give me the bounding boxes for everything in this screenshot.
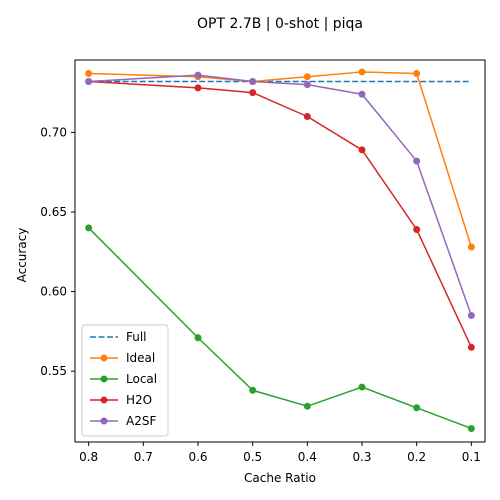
data-point-a2sf [249, 77, 257, 85]
data-point-local [467, 424, 475, 432]
data-point-ideal [467, 243, 475, 251]
data-point-local [358, 383, 366, 391]
x-tick-label: 0.4 [298, 450, 317, 464]
legend-label-ideal: Ideal [126, 351, 155, 365]
series-lines [85, 68, 475, 432]
x-tick-label: 0.1 [462, 450, 481, 464]
data-point-a2sf [467, 311, 475, 319]
data-point-local [249, 386, 257, 394]
legend-label-full: Full [126, 330, 147, 344]
axis-ticks: 0.8 0.7 0.6 0.5 0.4 0.3 0.2 0.1 0.55 0.60 0.65 0.70 [40, 125, 481, 464]
x-axis-label: Cache Ratio [244, 471, 316, 485]
data-point-local [194, 334, 202, 342]
data-point-h2o [467, 343, 475, 351]
legend-marker-ideal [100, 354, 108, 362]
legend: Full Ideal Local H2O A2SF [81, 324, 169, 437]
data-point-ideal [413, 70, 421, 78]
data-point-a2sf [303, 81, 311, 89]
data-point-ideal [303, 73, 311, 81]
data-point-local [413, 404, 421, 412]
data-point-a2sf [194, 71, 202, 79]
x-tick-label: 0.6 [188, 450, 207, 464]
data-point-h2o [413, 226, 421, 234]
legend-label-local: Local [126, 372, 157, 386]
data-point-local [303, 402, 311, 410]
data-point-local [85, 224, 93, 232]
y-tick-label: 0.65 [40, 205, 67, 219]
data-point-h2o [303, 113, 311, 121]
legend-label-a2sf: A2SF [126, 414, 156, 428]
legend-marker-h2o [100, 396, 108, 404]
legend-marker-a2sf [100, 417, 108, 425]
y-axis-label: Accuracy [15, 228, 29, 283]
x-tick-label: 0.8 [79, 450, 98, 464]
chart-title: OPT 2.7B | 0-shot | piqa [197, 16, 363, 32]
plot-area: 0.8 0.7 0.6 0.5 0.4 0.3 0.2 0.1 0.55 0.60 0.65 0.70 [40, 59, 486, 464]
legend-marker-local [100, 375, 108, 383]
legend-box [81, 324, 169, 437]
data-point-a2sf [413, 157, 421, 165]
x-tick-label: 0.2 [407, 450, 426, 464]
data-point-h2o [249, 89, 257, 97]
data-point-h2o [194, 84, 202, 92]
x-tick-label: 0.7 [134, 450, 153, 464]
plot-frame [74, 59, 486, 443]
data-point-ideal [85, 70, 93, 78]
legend-label-h2o: H2O [126, 393, 152, 407]
x-tick-label: 0.5 [243, 450, 262, 464]
data-point-h2o [358, 146, 366, 154]
data-point-a2sf [85, 77, 93, 85]
data-point-ideal [358, 68, 366, 76]
y-tick-label: 0.70 [40, 125, 67, 139]
data-point-a2sf [358, 90, 366, 98]
y-tick-label: 0.60 [40, 285, 67, 299]
y-tick-label: 0.55 [40, 364, 67, 378]
x-tick-label: 0.3 [352, 450, 371, 464]
